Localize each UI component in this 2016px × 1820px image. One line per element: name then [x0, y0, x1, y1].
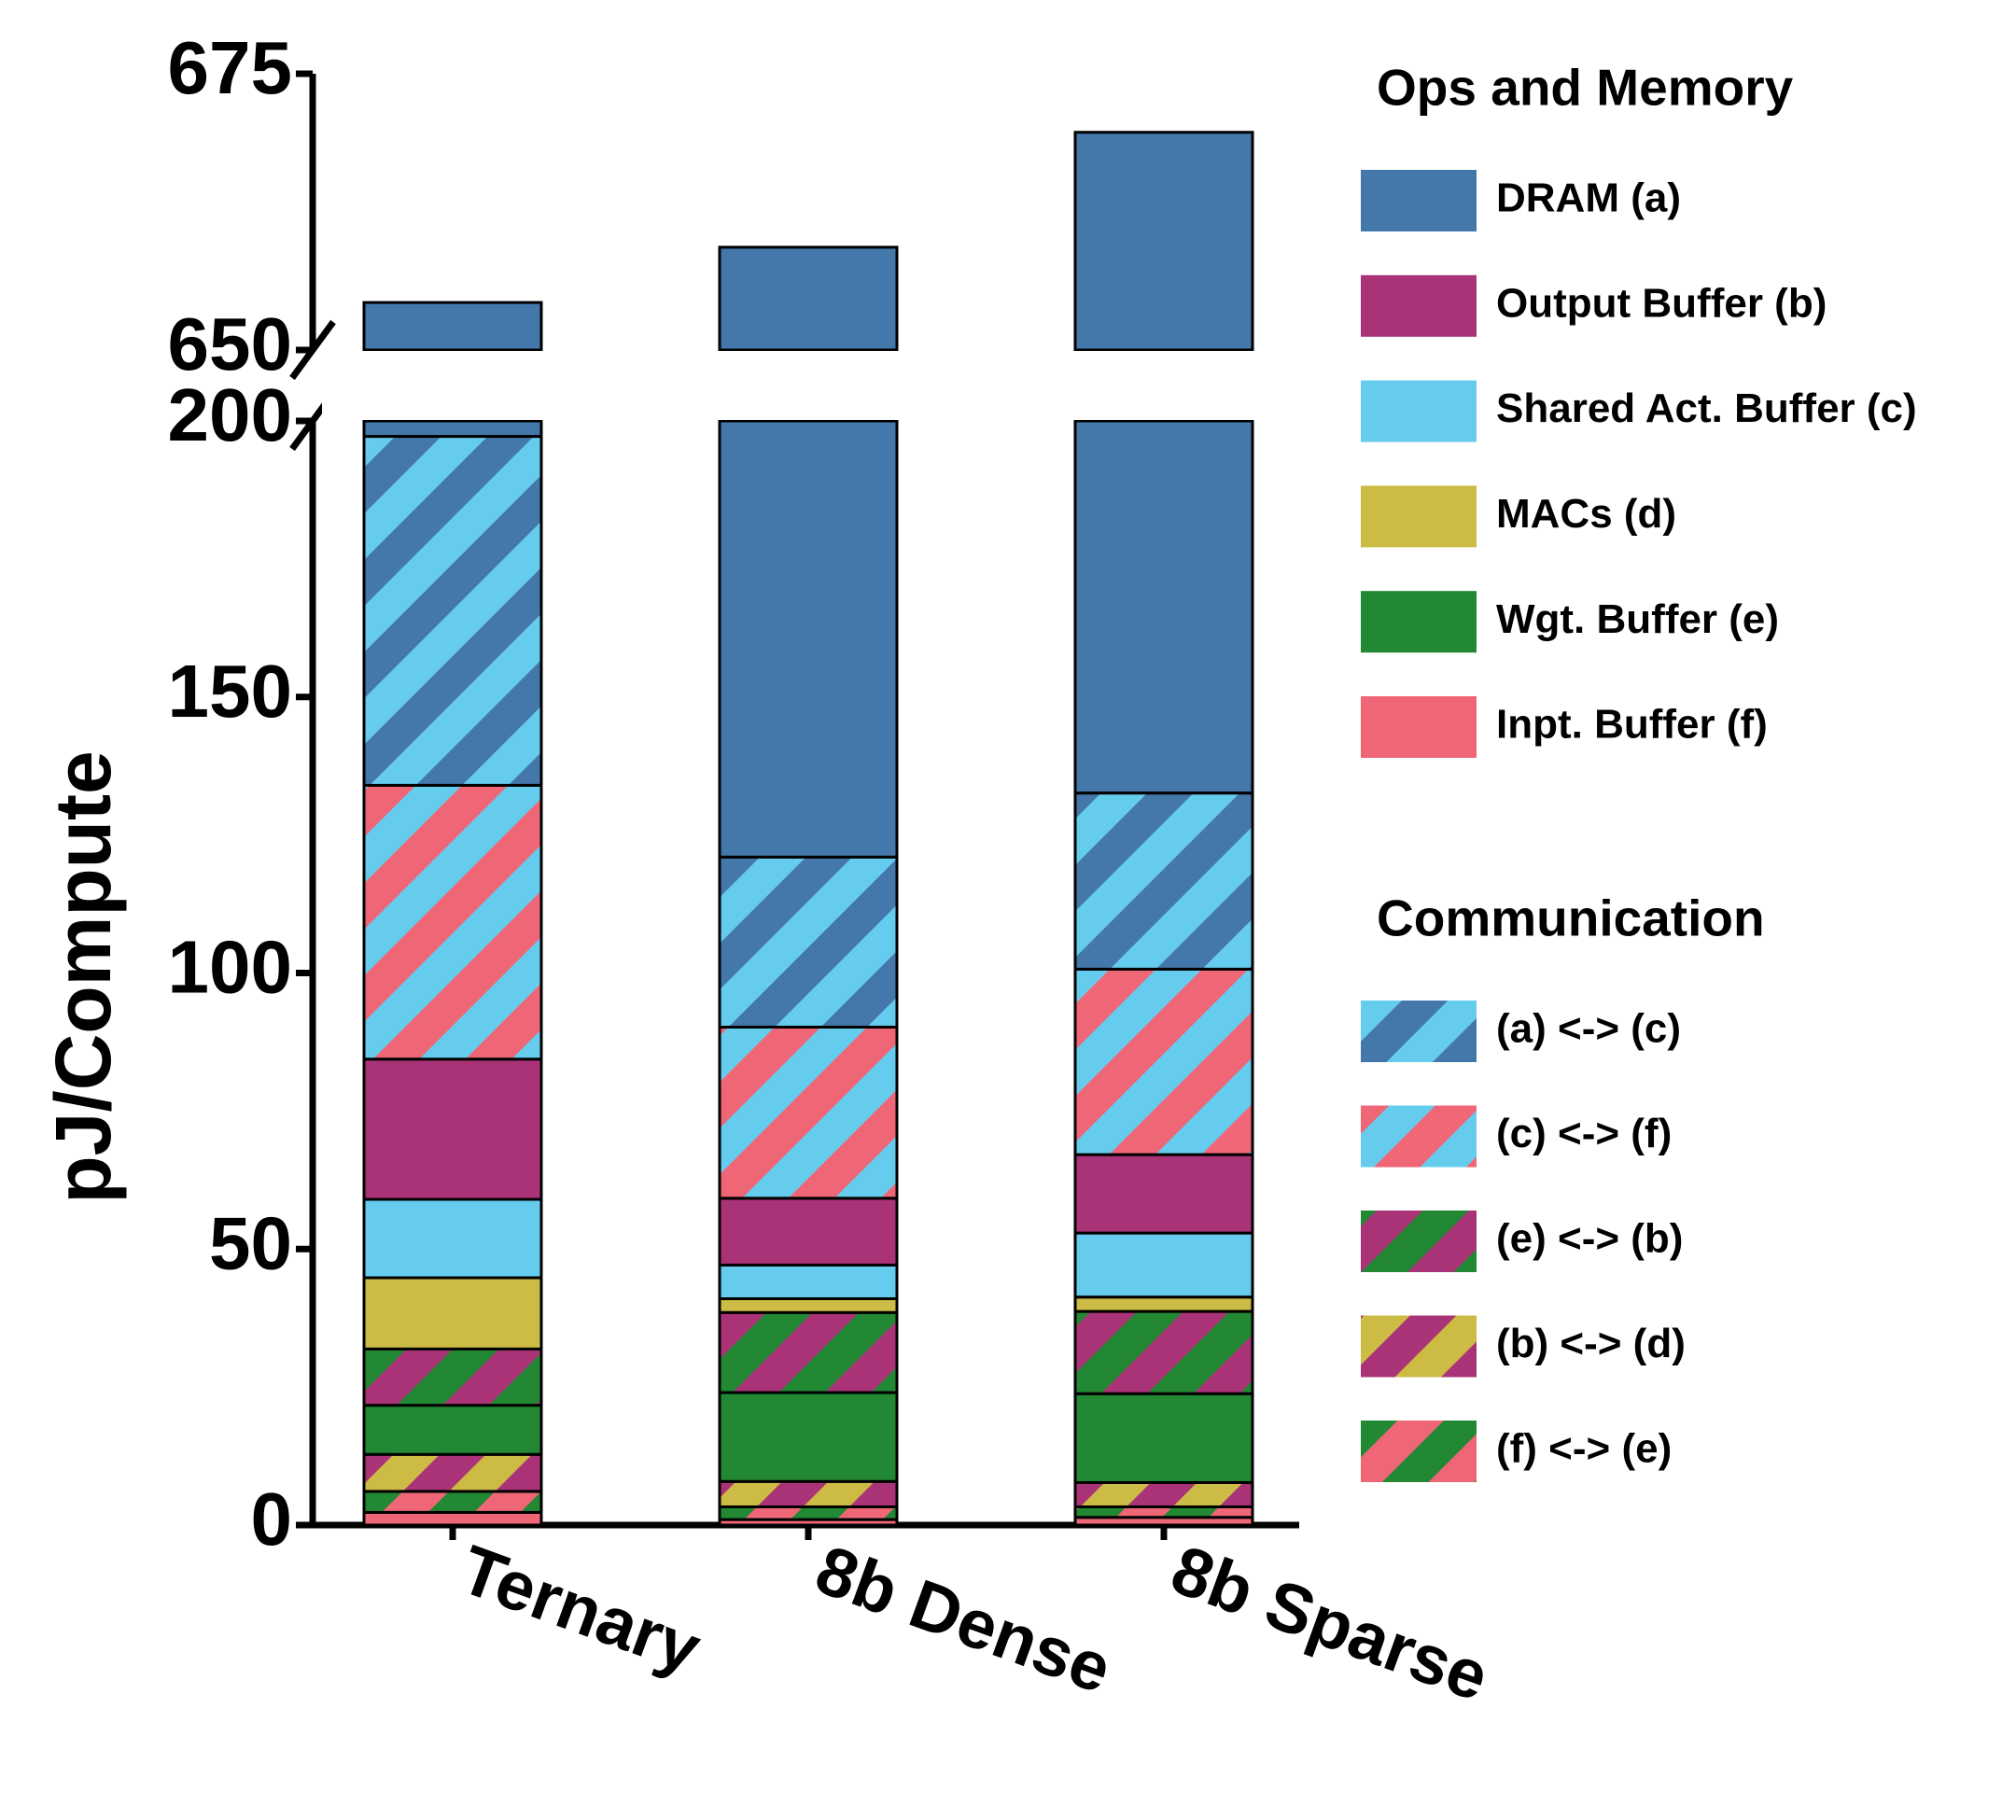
legend-swatch: [1361, 1211, 1477, 1272]
bar-segment: [718, 1197, 899, 1267]
bar-segment: [362, 1347, 543, 1407]
bar-segment: [718, 855, 899, 1029]
bar-segment: [362, 301, 543, 352]
bar-segment: [362, 783, 543, 1061]
bar-segment: [718, 1296, 899, 1314]
legend-label: Wgt. Buffer (e): [1496, 596, 1779, 642]
bar-segment: [362, 435, 543, 787]
legend-swatch: [1361, 1421, 1477, 1482]
y-axis-label: pJ/Compute: [39, 750, 127, 1203]
legend-swatch: [1361, 485, 1477, 548]
bar-segment: [1073, 1480, 1254, 1508]
legend-label: (b) <-> (d): [1496, 1321, 1686, 1366]
bar-segment: [718, 1025, 899, 1200]
legend-swatch: [1361, 1315, 1477, 1378]
bar-segment: [362, 419, 543, 439]
bar-segment: [718, 245, 899, 352]
bar-segment: [1073, 131, 1254, 352]
legend-swatch: [1361, 380, 1477, 442]
legend-swatch: [1361, 1105, 1477, 1168]
axis-break-gap: [322, 351, 1309, 420]
bar-segment: [362, 1510, 543, 1527]
bar-segment: [718, 419, 899, 859]
bar-segment: [362, 1276, 543, 1351]
legend-label: Output Buffer (b): [1496, 280, 1827, 326]
bar-segment: [1073, 1153, 1254, 1235]
legend-label: (a) <-> (c): [1496, 1006, 1681, 1052]
bar-segment: [1073, 1392, 1254, 1484]
y-tick-label: 650: [168, 302, 292, 385]
bar-segment: [718, 1263, 899, 1300]
bar-segment: [1073, 1295, 1254, 1313]
legend-label: Inpt. Buffer (f): [1496, 702, 1768, 748]
bar-segment: [362, 1404, 543, 1456]
legend-swatch: [1361, 170, 1477, 231]
legend-label: MACs (d): [1496, 491, 1676, 537]
y-tick-label: 200: [168, 373, 292, 456]
bar-segment: [1073, 1309, 1254, 1395]
bar-segment: [1073, 791, 1254, 971]
y-tick-label: 100: [168, 926, 292, 1009]
bar-segment: [362, 1490, 543, 1514]
legend-swatch: [1361, 274, 1477, 337]
legend-label: (f) <-> (e): [1496, 1426, 1672, 1472]
legend-title: Ops and Memory: [1377, 59, 1794, 117]
legend-label: (c) <-> (f): [1496, 1111, 1672, 1156]
legend-swatch: [1361, 1001, 1477, 1062]
x-tick-label: 8b Dense: [806, 1530, 1122, 1708]
legend-swatch: [1361, 591, 1477, 653]
bar-segment: [718, 1505, 899, 1521]
y-tick-label: 150: [168, 650, 292, 733]
bar-segment: [362, 1197, 543, 1280]
bar-segment: [1073, 1231, 1254, 1299]
bar-segment: [1073, 419, 1254, 795]
bar-segment: [362, 1452, 543, 1493]
legend-label: Shared Act. Buffer (c): [1496, 385, 1917, 431]
bar-segment: [718, 1391, 899, 1483]
legend-label: (e) <-> (b): [1496, 1216, 1683, 1262]
bar-segment: [718, 1310, 899, 1394]
x-tick-label: 8b Sparse: [1162, 1530, 1499, 1715]
bar-segment: [1073, 967, 1254, 1156]
legend-swatch: [1361, 696, 1477, 758]
x-tick-label: Ternary: [451, 1530, 710, 1687]
y-tick-label: 50: [209, 1201, 292, 1284]
y-tick-label: 675: [168, 26, 292, 109]
legend-label: DRAM (a): [1496, 175, 1681, 221]
bar-segment: [362, 1057, 543, 1201]
bar-segment: [1073, 1505, 1254, 1519]
legend-title: Communication: [1377, 889, 1765, 947]
bar-segment: [718, 1479, 899, 1508]
y-tick-label: 0: [251, 1477, 293, 1561]
